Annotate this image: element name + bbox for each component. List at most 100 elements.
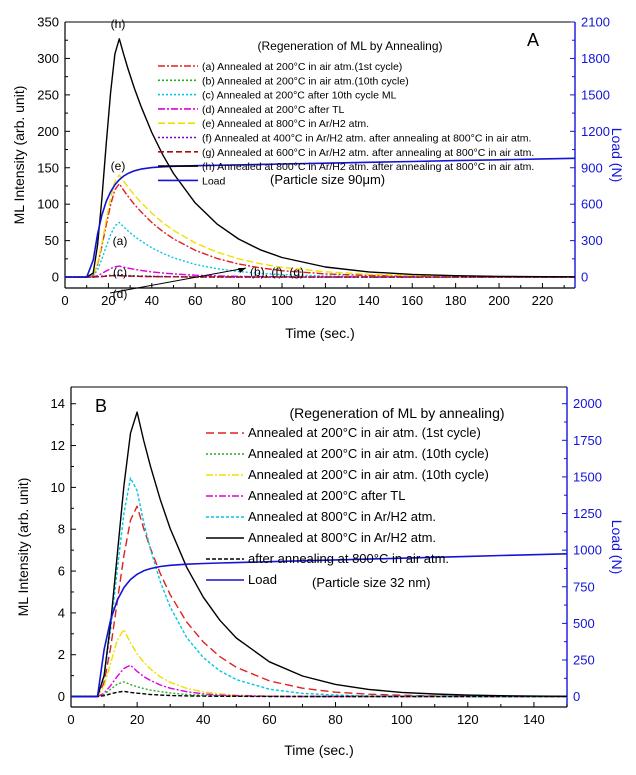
- panel-label: B: [95, 396, 107, 416]
- panel-A: 0 20 40 60 80 100 120 140 160 180 200 220 0 50 100 150 2…: [11, 15, 625, 342]
- series-line: [65, 274, 575, 278]
- y-tick-label: 300: [37, 51, 59, 66]
- legend-title: (Regeneration of ML by Annealing): [257, 39, 442, 53]
- y-tick-label: 2: [58, 647, 65, 662]
- legend-entry: after annealing at 800°C in air atm.: [248, 551, 449, 566]
- panel-label: A: [527, 30, 539, 50]
- y2-tick-label: 250: [573, 652, 595, 667]
- x-tick-label: 60: [188, 293, 202, 308]
- y2-tick-label: 2000: [573, 396, 602, 411]
- y-tick-label: 10: [51, 480, 65, 495]
- x-tick-label: 140: [358, 293, 380, 308]
- panel-B: 0 20 40 60 80 100 120 1400246810121402505007501…: [15, 386, 625, 758]
- series-line: [71, 690, 567, 698]
- x-tick-label: 60: [262, 712, 276, 727]
- legend-entry: Annealed at 200°C after TL: [248, 488, 405, 503]
- x-tick-label: 80: [231, 293, 245, 308]
- series-line: [65, 221, 575, 278]
- x-tick-label: 140: [523, 712, 545, 727]
- legend-entry: Annealed at 200°C in air atm. (10th cycl…: [248, 467, 489, 482]
- x-tick-label: 0: [67, 712, 74, 727]
- legend-entry: (f) Annealed at 400°C in Ar/H2 atm. afte…: [202, 133, 531, 145]
- y2-tick-label: 750: [573, 579, 595, 594]
- x-tick-label: 80: [328, 712, 342, 727]
- y2-tick-label: 300: [581, 233, 603, 248]
- legend-entry: Load: [202, 175, 226, 187]
- x-tick-label: 100: [391, 712, 413, 727]
- y2-tick-label: 1000: [573, 543, 602, 558]
- x-tick-label: 100: [271, 293, 293, 308]
- x-tick-label: 120: [457, 712, 479, 727]
- x-tick-label: 160: [401, 293, 423, 308]
- pointer-arrow-head: [238, 268, 246, 273]
- y-axis-label: ML Intensity (arb. unit): [11, 86, 27, 225]
- series-line: [65, 38, 576, 278]
- series-line: [65, 183, 575, 278]
- y-tick-label: 4: [58, 605, 65, 620]
- series-line: [71, 681, 567, 698]
- series-line: [71, 664, 567, 698]
- legend-entry: Annealed at 800°C in Ar/H2 atm.: [248, 530, 436, 545]
- y-axis-label: ML Intensity (arb. unit): [15, 478, 31, 617]
- y2-tick-label: 0: [581, 270, 588, 285]
- series-line: [71, 477, 567, 698]
- y-tick-label: 200: [37, 124, 59, 139]
- y-tick-label: 0: [52, 270, 59, 285]
- legend-entry: (g) Annealed at 600°C in Ar/H2 atm. afte…: [202, 147, 534, 159]
- annotation: (Particle size 90μm): [270, 172, 385, 187]
- peak-label: (b), (f), (g): [250, 265, 304, 279]
- x-tick-label: 40: [145, 293, 159, 308]
- y2-axis-label: Load (N): [609, 128, 625, 182]
- y2-tick-label: 2100: [581, 15, 610, 30]
- peak-label: (h): [111, 17, 126, 31]
- y2-tick-label: 600: [581, 197, 603, 212]
- y2-tick-label: 900: [581, 160, 603, 175]
- annotation: (Particle size 32 nm): [312, 575, 430, 590]
- peak-label: (d): [113, 287, 128, 301]
- legend-entry: Annealed at 200°C in air atm. (10th cycl…: [248, 446, 489, 461]
- legend-entry: Load: [248, 572, 277, 587]
- y-tick-label: 350: [37, 15, 59, 30]
- legend-entry: Annealed at 800°C in Ar/H2 atm.: [248, 509, 436, 524]
- x-tick-label: 120: [315, 293, 337, 308]
- legend-entry: (a) Annealed at 200°C in air atm.(1st cy…: [202, 61, 402, 73]
- series-line: [71, 505, 568, 698]
- legend-entry: (e) Annealed at 800°C in Ar/H2 atm.: [202, 118, 369, 130]
- y2-tick-label: 1500: [573, 469, 602, 484]
- series-line: [71, 628, 567, 698]
- x-tick-label: 20: [130, 712, 144, 727]
- y-tick-label: 50: [45, 233, 59, 248]
- y-tick-label: 150: [37, 160, 59, 175]
- series-line: [65, 157, 576, 278]
- legend-entry: (b) Annealed at 200°C in air atm.(10th c…: [202, 75, 409, 87]
- y2-tick-label: 1200: [581, 124, 610, 139]
- y2-tick-label: 0: [573, 689, 580, 704]
- x-tick-label: 0: [61, 293, 68, 308]
- x-tick-label: 20: [101, 293, 115, 308]
- y-tick-label: 14: [51, 396, 65, 411]
- y2-tick-label: 1750: [573, 433, 602, 448]
- y2-tick-label: 1250: [573, 506, 602, 521]
- y-tick-label: 100: [37, 197, 59, 212]
- peak-label: (c): [113, 265, 127, 279]
- y-tick-label: 8: [58, 522, 65, 537]
- y-tick-label: 12: [51, 438, 65, 453]
- x-axis-label: Time (sec.): [284, 742, 353, 758]
- series-line: [65, 174, 576, 278]
- y-tick-label: 0: [58, 689, 65, 704]
- legend-entry: (c) Annealed at 200°C after 10th cycle M…: [202, 90, 397, 102]
- x-tick-label: 200: [488, 293, 510, 308]
- legend-title: (Regeneration of ML by annealing): [289, 405, 504, 421]
- y2-tick-label: 500: [573, 616, 595, 631]
- legend-entry: Annealed at 200°C in air atm. (1st cycle…: [248, 425, 481, 440]
- x-tick-label: 220: [532, 293, 554, 308]
- x-tick-label: 40: [196, 712, 210, 727]
- series-line: [71, 553, 568, 698]
- series-line: [71, 411, 568, 698]
- y2-tick-label: 1800: [581, 51, 610, 66]
- pointer-arrow-line: [109, 267, 247, 294]
- x-axis-label: Time (sec.): [285, 325, 354, 341]
- y2-tick-label: 1500: [581, 87, 610, 102]
- legend-entry: (d) Annealed at 200°C after TL: [202, 104, 345, 116]
